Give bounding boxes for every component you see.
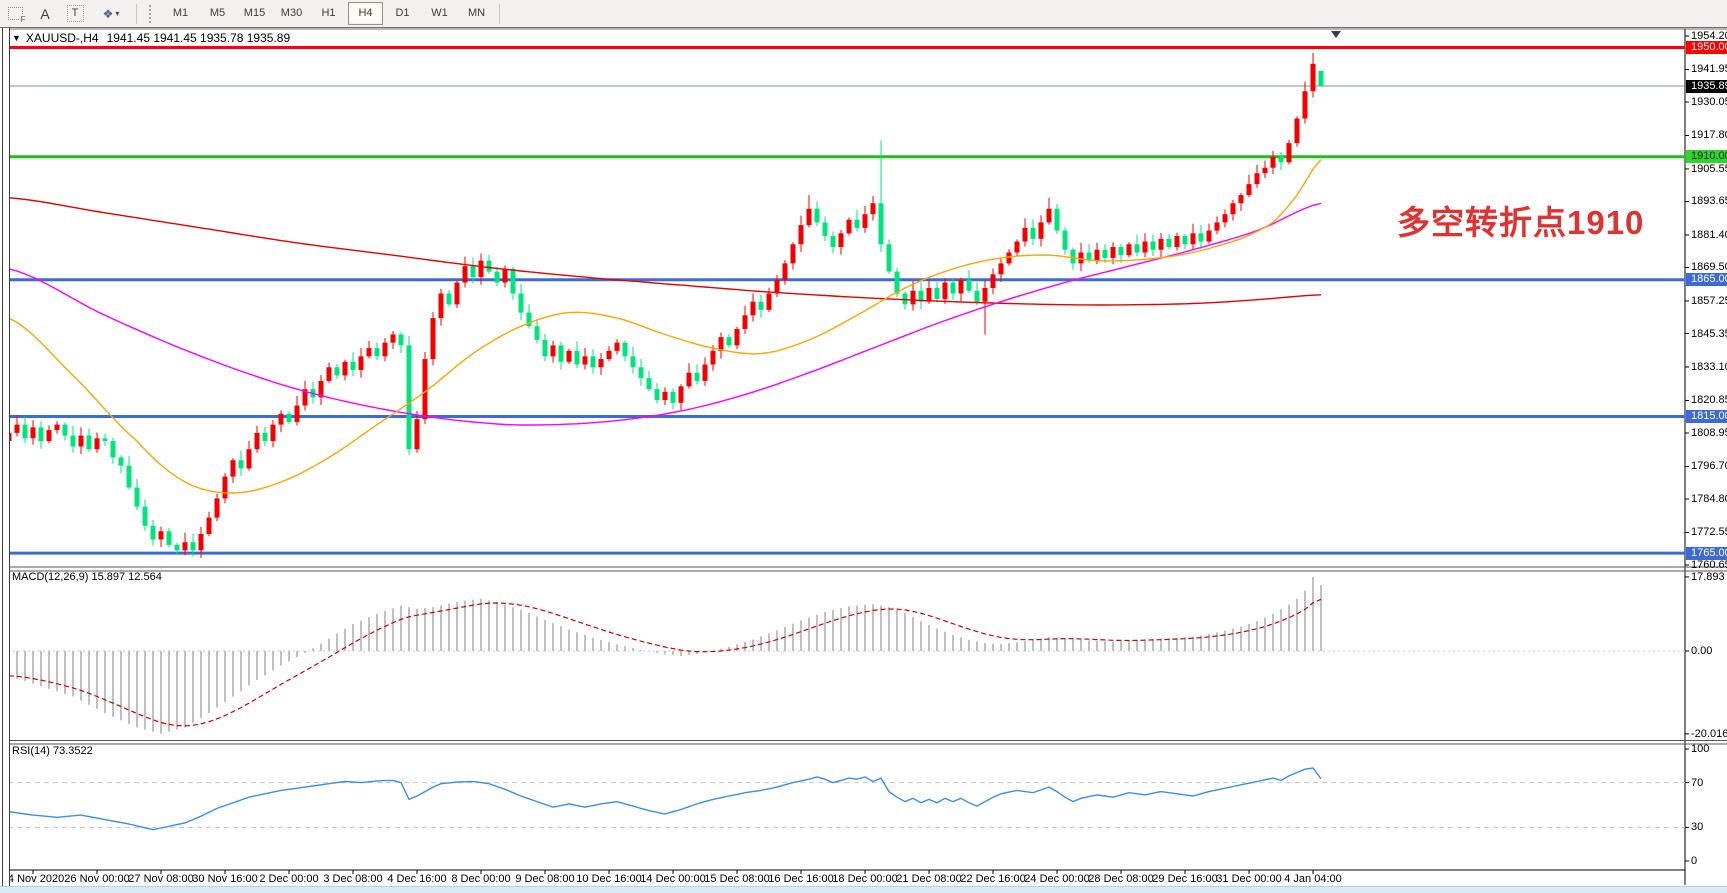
price-tick-label: 1954.20 <box>1691 30 1727 42</box>
text-box-icon: T <box>66 5 84 22</box>
text-label-tool-button[interactable]: A <box>31 2 59 26</box>
toolbar: F A T ❖ ▾ M1 M5 M15 M30 H1 H4 D1 W1 MN <box>0 0 1727 28</box>
price-badge-1910.00: 1910.00 <box>1686 150 1727 164</box>
timeframe-mn[interactable]: MN <box>467 7 486 19</box>
price-tick-label: 1857.25 <box>1691 294 1727 307</box>
price-tick-label: 1760.65 <box>1691 559 1727 571</box>
price-tick-label: 1893.65 <box>1691 195 1727 208</box>
time-tick-label: 24 Nov 2020 <box>1 873 65 885</box>
time-tick-label: 30 Nov 16:00 <box>192 873 258 885</box>
arrow-style-icon: ❖ <box>102 6 114 21</box>
time-tick-label: 4 Dec 16:00 <box>387 873 447 885</box>
price-badge-1765.00: 1765.00 <box>1686 546 1727 560</box>
chart-shift-marker <box>1331 31 1341 38</box>
timeframe-m5[interactable]: M5 <box>209 7 226 19</box>
price-tick-label: 1930.05 <box>1691 96 1727 108</box>
fibo-grid-icon: F <box>7 7 26 24</box>
time-tick-label: 26 Nov 00:00 <box>64 873 130 885</box>
macd-signal-line <box>8 598 1322 727</box>
time-tick-label: 21 Dec 08:00 <box>896 873 962 885</box>
macd-tick-label: -20.016 <box>1691 727 1727 740</box>
left-splitter[interactable] <box>2 28 10 886</box>
price-tick-label: 1808.95 <box>1691 426 1727 439</box>
time-tick-label: 8 Dec 00:00 <box>451 873 511 885</box>
timeframe-h4[interactable]: H4 <box>348 2 383 25</box>
price-badge-1815.00: 1815.00 <box>1686 409 1727 423</box>
price-tick-label: 1796.70 <box>1691 460 1727 473</box>
toolbar-separator-2 <box>499 3 500 24</box>
time-axis[interactable]: 24 Nov 2020 26 Nov 00:00 27 Nov 08:00 30 No… <box>0 871 1685 887</box>
price-tick-label: 1772.55 <box>1691 526 1727 539</box>
time-tick-label: 2 Dec 00:00 <box>259 873 319 885</box>
rsi-tick-label: 30 <box>1691 821 1704 834</box>
timeframe-group: M1 M5 M15 M30 H1 H4 D1 W1 MN <box>162 2 495 25</box>
ma-orange <box>8 159 1322 494</box>
price-tick-label: 1784.80 <box>1691 492 1727 505</box>
window-bottom-strip <box>0 886 1727 893</box>
time-tick-label: 22 Dec 16:00 <box>960 873 1026 885</box>
text-label-icon: A <box>40 5 50 22</box>
toolbar-separator <box>136 3 137 24</box>
price-tick-label: 1845.35 <box>1691 327 1727 340</box>
time-tick-label: 15 Dec 08:00 <box>704 873 770 885</box>
time-tick-label: 31 Dec 00:00 <box>1216 873 1282 885</box>
time-tick-label: 4 Jan 04:00 <box>1284 873 1342 885</box>
toolbar-grip[interactable] <box>149 4 156 23</box>
price-badge-1935.89: 1935.89 <box>1686 79 1727 93</box>
ma-red <box>8 197 1322 306</box>
time-tick-label: 9 Dec 08:00 <box>515 873 575 885</box>
timeframe-m30[interactable]: M30 <box>280 7 303 19</box>
macd-tick-label: 0.00 <box>1691 645 1713 657</box>
price-axis[interactable]: 1954.20 1941.95 1930.05 1917.80 1905.55 1893.… <box>1686 28 1727 892</box>
timeframe-w1[interactable]: W1 <box>431 7 448 19</box>
fibo-grid-tool-button[interactable]: F <box>1 2 29 26</box>
time-tick-label: 3 Dec 08:00 <box>323 873 383 885</box>
arrow-style-tool-button[interactable]: ❖ ▾ <box>91 2 131 26</box>
price-tick-label: 1881.40 <box>1691 228 1727 241</box>
time-tick-label: 28 Dec 08:00 <box>1088 873 1154 885</box>
price-badge-1950.00: 1950.00 <box>1686 40 1727 54</box>
timeframe-m15[interactable]: M15 <box>243 7 266 19</box>
time-tick-label: 16 Dec 16:00 <box>768 873 834 885</box>
dropdown-caret-icon: ▾ <box>115 9 120 18</box>
price-tick-label: 1820.85 <box>1691 394 1727 407</box>
price-badge-1865.00: 1865.00 <box>1686 273 1727 287</box>
time-tick-label: 24 Dec 00:00 <box>1024 873 1090 885</box>
chart-window: ▼ XAUUSD-,H4 1941.45 1941.45 1935.78 1935.… <box>0 27 1727 893</box>
rsi-tick-label: 70 <box>1691 776 1704 789</box>
text-box-tool-button[interactable]: T <box>61 2 89 26</box>
time-tick-label: 10 Dec 16:00 <box>576 873 642 885</box>
rsi-tick-label: 0 <box>1691 855 1698 867</box>
timeframe-h1[interactable]: H1 <box>321 7 336 19</box>
macd-panel <box>8 576 1685 734</box>
ma-magenta <box>8 202 1322 426</box>
time-tick-label: 27 Nov 08:00 <box>128 873 194 885</box>
price-tick-label: 1917.80 <box>1691 129 1727 142</box>
time-tick-label: 29 Dec 16:00 <box>1152 873 1218 885</box>
macd-tick-label: 17.893 <box>1691 570 1725 583</box>
rsi-panel <box>8 767 1685 831</box>
timeframe-d1[interactable]: D1 <box>395 7 410 19</box>
chart-canvas[interactable] <box>0 28 1727 892</box>
price-tick-label: 1905.55 <box>1691 162 1727 175</box>
candles-layer <box>6 52 1324 559</box>
price-tick-label: 1833.10 <box>1691 360 1727 373</box>
time-tick-label: 18 Dec 00:00 <box>832 873 898 885</box>
rsi-tick-label: 100 <box>1691 743 1710 755</box>
rsi-line <box>8 767 1322 831</box>
price-tick-label: 1941.95 <box>1691 63 1727 76</box>
price-tick-label: 1869.50 <box>1691 261 1727 274</box>
time-tick-label: 14 Dec 00:00 <box>640 873 706 885</box>
timeframe-m1[interactable]: M1 <box>172 7 189 19</box>
